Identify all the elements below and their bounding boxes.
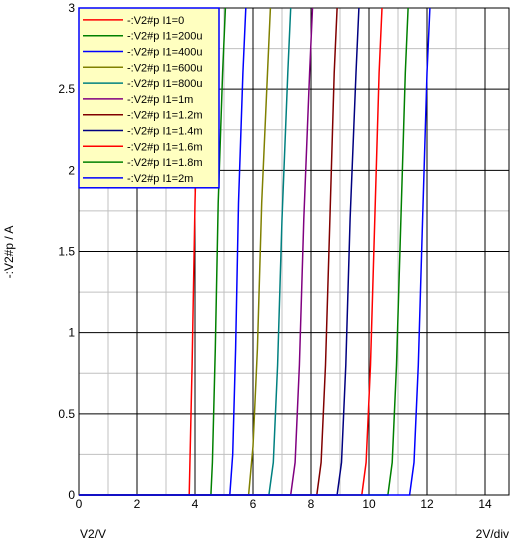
x-division-label: 2V/div: [476, 527, 509, 541]
legend-label: -:V2#p I1=1m: [127, 94, 193, 106]
y-tick-label: 2: [68, 163, 75, 177]
y-tick-label: 1: [68, 326, 75, 340]
y-axis-label: -:V2#p / A: [2, 226, 16, 279]
x-axis-label: V2/V: [80, 527, 106, 541]
y-tick-label: 3: [68, 1, 75, 15]
legend-label: -:V2#p I1=1.2m: [127, 110, 203, 122]
legend-label: -:V2#p I1=400u: [127, 47, 203, 59]
legend-label: -:V2#p I1=1.6m: [127, 141, 203, 153]
x-tick-label: 8: [308, 497, 315, 511]
x-tick-label: 10: [362, 497, 376, 511]
x-tick-label: 14: [478, 497, 492, 511]
plot-curves: [79, 7, 431, 496]
y-tick-label: 2.5: [58, 82, 75, 96]
x-tick-label: 6: [250, 497, 257, 511]
series-line-10: [79, 7, 431, 496]
x-tick-label: 2: [134, 497, 141, 511]
legend-label: -:V2#p I1=800u: [127, 78, 203, 90]
y-axis-ticks: 0 0.5 1 1.5 2 2.5 3: [58, 1, 75, 502]
legend-label: -:V2#p I1=600u: [127, 62, 203, 74]
y-tick-label: 0: [68, 488, 75, 502]
legend-box: [78, 7, 220, 189]
y-tick-label: 0.5: [58, 407, 75, 421]
legend-label: -:V2#p I1=1.4m: [127, 126, 203, 138]
x-axis-ticks: 0 2 4 6 8 10 12 14: [76, 497, 492, 511]
legend-label: -:V2#p I1=1.8m: [127, 157, 203, 169]
x-tick-label: 4: [192, 497, 199, 511]
legend[interactable]: -:V2#p I1=0 -:V2#p I1=200u -:V2#p I1=400u -…: [78, 7, 220, 189]
legend-label: -:V2#p I1=0: [127, 15, 184, 27]
legend-label: -:V2#p I1=200u: [127, 31, 203, 43]
x-tick-label: 0: [76, 497, 83, 511]
y-tick-label: 1.5: [58, 245, 75, 259]
x-tick-label: 12: [420, 497, 434, 511]
legend-label: -:V2#p I1=2m: [127, 173, 193, 185]
